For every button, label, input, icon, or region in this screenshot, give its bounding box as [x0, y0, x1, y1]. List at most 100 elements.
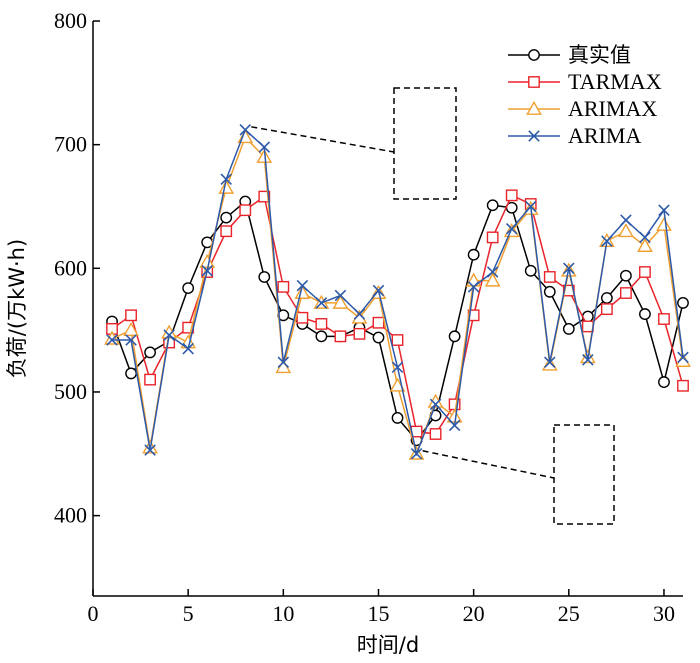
x-tick-label: 30: [653, 601, 675, 626]
data-point: [563, 262, 575, 275]
zoom-connector: [422, 450, 555, 479]
series-line: [111, 135, 684, 457]
legend-item: 真实值: [508, 43, 631, 67]
series-line: [111, 200, 684, 442]
data-point: [601, 235, 613, 247]
data-point: [582, 354, 594, 366]
series: [106, 124, 689, 460]
x-tick-label: 20: [463, 601, 485, 626]
data-point: [618, 223, 634, 238]
data-point: [484, 272, 501, 287]
data-point: [106, 334, 118, 346]
series-group: [104, 124, 691, 460]
data-point: [581, 320, 594, 333]
tick-labels: 400 500 600 700 800 0 5 10 15 20 25 30: [54, 8, 675, 626]
data-point: [639, 231, 651, 244]
data-point: [294, 284, 311, 299]
data-point: [258, 271, 271, 283]
legend-label: 真实值: [568, 43, 631, 67]
legend-label: TARMAX: [568, 69, 662, 94]
data-point: [144, 444, 156, 456]
y-tick-label: 400: [54, 503, 87, 528]
data-point: [639, 308, 651, 320]
data-point: [524, 200, 537, 213]
data-point: [391, 361, 404, 374]
y-tick-label: 700: [54, 132, 87, 157]
series-line: [111, 194, 684, 435]
data-point: [562, 323, 575, 335]
zoom-insets: [251, 87, 615, 525]
data-point: [218, 179, 235, 194]
data-point: [658, 313, 670, 325]
x-tick-label: 10: [272, 601, 294, 626]
y-axis-label: 负荷/(万kW·h): [5, 239, 29, 378]
data-point: [315, 330, 328, 343]
data-point: [448, 330, 461, 343]
x-tick-label: 5: [183, 601, 194, 626]
data-point: [620, 287, 632, 299]
data-point: [543, 285, 556, 298]
data-point: [332, 294, 349, 309]
x-axis-label: 时间/d: [357, 633, 419, 657]
data-point: [486, 199, 499, 212]
zoom-connector: [251, 126, 395, 153]
data-point: [486, 266, 499, 278]
data-point: [448, 419, 461, 432]
data-point: [528, 76, 540, 88]
data-point: [528, 49, 540, 61]
data-point: [277, 280, 290, 293]
data-point: [372, 284, 385, 297]
data-point: [125, 334, 137, 346]
data-point: [144, 346, 156, 359]
data-point: [637, 237, 653, 252]
zoom-box: [393, 87, 457, 200]
data-point: [372, 331, 385, 344]
data-point: [258, 190, 271, 203]
data-point: [429, 398, 442, 411]
data-point: [372, 316, 385, 329]
data-point: [125, 309, 137, 322]
data-point: [315, 297, 328, 309]
y-tick-label: 500: [54, 379, 87, 404]
data-point: [353, 308, 366, 320]
x-tick-label: 0: [88, 601, 99, 626]
y-tick-label: 600: [54, 255, 87, 280]
data-point: [220, 211, 233, 224]
data-point: [656, 216, 672, 231]
data-point: [639, 266, 651, 278]
data-point: [182, 342, 194, 355]
data-point: [486, 231, 499, 244]
zoom-box: [553, 424, 615, 525]
data-point: [677, 351, 689, 364]
data-point: [163, 329, 175, 341]
data-point: [315, 318, 328, 330]
data-point: [334, 289, 347, 302]
series: [106, 195, 689, 447]
data-point: [277, 356, 290, 369]
data-point: [256, 148, 273, 163]
legend-item: TARMAX: [508, 69, 662, 94]
data-point: [600, 303, 613, 316]
data-point: [296, 311, 309, 324]
data-point: [600, 292, 613, 304]
legend-item: ARIMAX: [508, 96, 657, 121]
series-line: [112, 128, 684, 457]
data-point: [220, 173, 232, 186]
data-point: [505, 222, 518, 235]
data-point: [391, 334, 404, 346]
data-point: [410, 448, 423, 460]
data-point: [677, 297, 689, 309]
data-point: [524, 264, 537, 277]
data-point: [467, 248, 480, 261]
data-point: [505, 189, 518, 202]
data-point: [123, 322, 139, 337]
data-point: [528, 130, 540, 142]
data-point: [658, 204, 670, 216]
data-point: [239, 204, 252, 217]
data-point: [201, 265, 213, 277]
data-point: [258, 141, 271, 153]
legend-label: ARIMA: [568, 123, 641, 148]
data-point: [620, 269, 632, 282]
